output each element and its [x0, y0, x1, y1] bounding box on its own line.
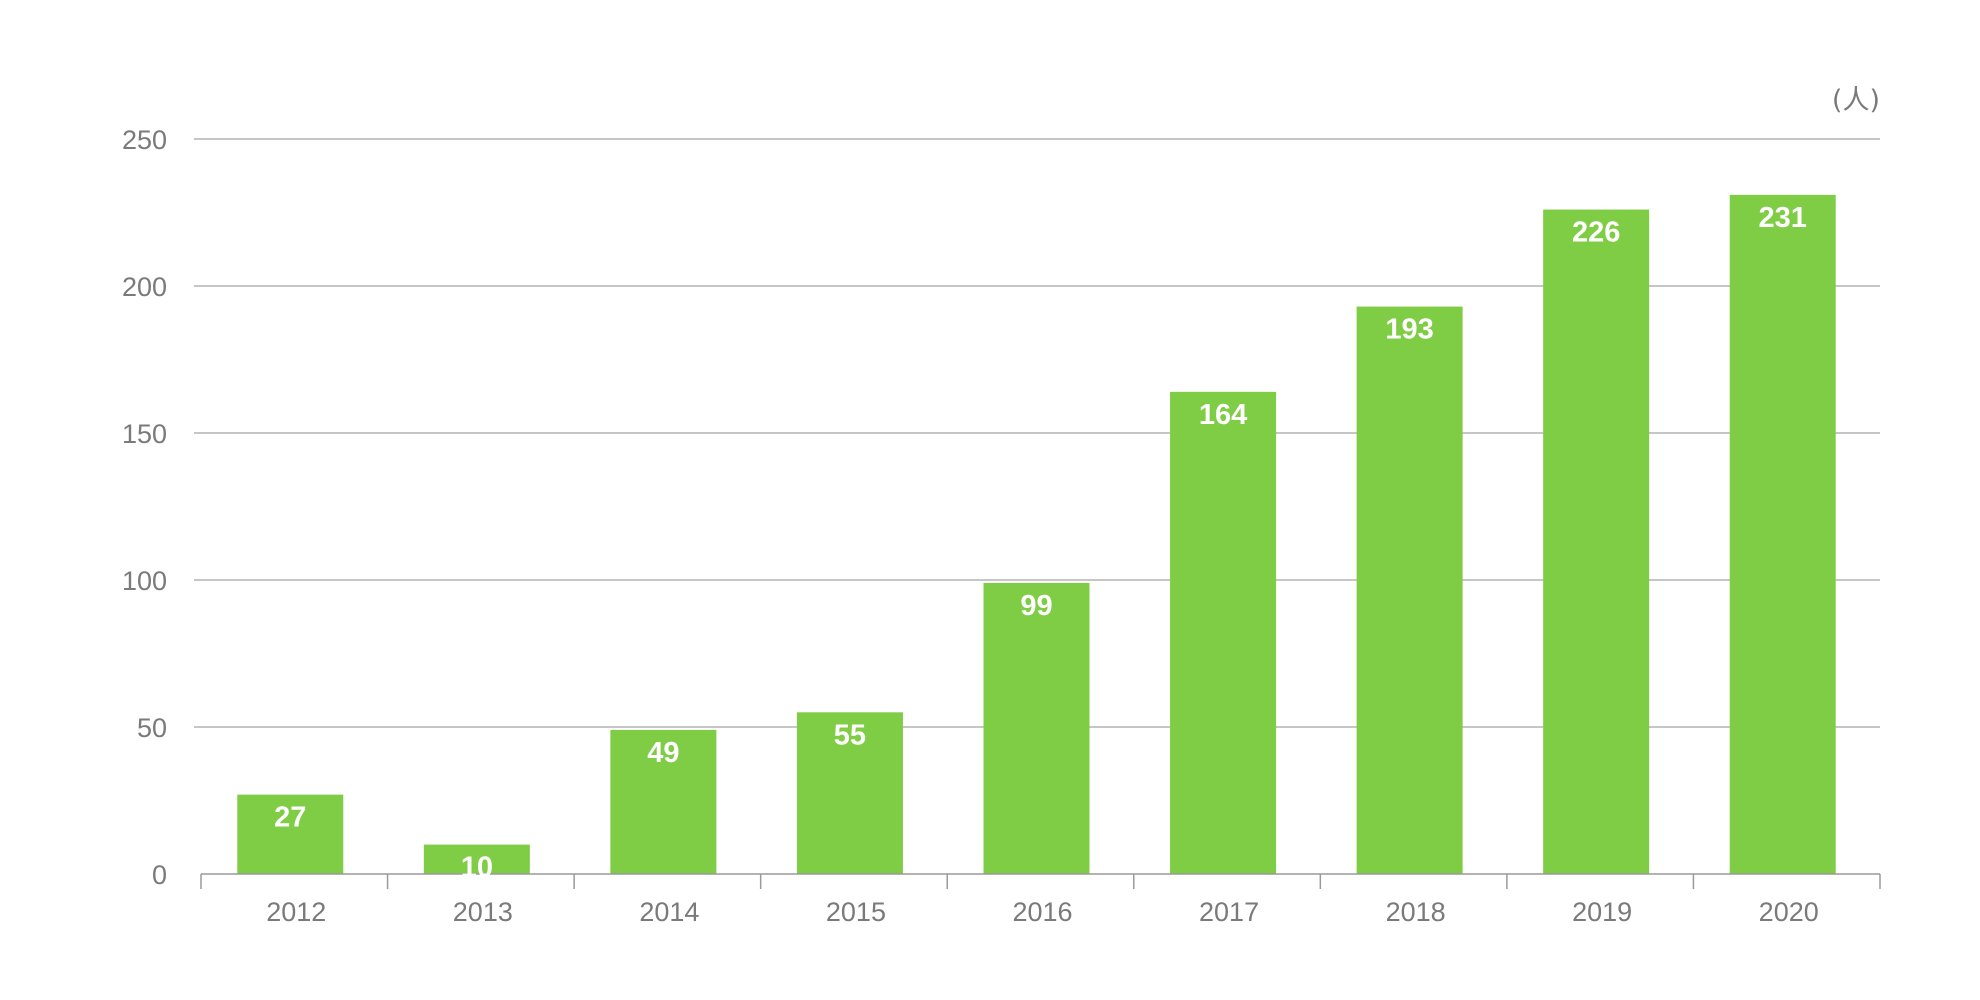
bar-2013: [423, 844, 530, 874]
bar-2019: [1543, 209, 1650, 874]
y-tick-label: 250: [122, 125, 167, 155]
x-tick-label: 2018: [1386, 897, 1446, 927]
x-tick-label: 2019: [1572, 897, 1632, 927]
y-tick-label: 100: [122, 566, 167, 596]
bar-2020: [1729, 194, 1836, 875]
data-label-2016: 99: [1020, 590, 1052, 622]
x-axis: [200, 873, 1881, 889]
x-tick-label: 2020: [1759, 897, 1819, 927]
x-tick-label: 2017: [1199, 897, 1259, 927]
x-axis-tick-labels: 2012 2013 2014 2015 2016 2017 2018 2019 2020: [266, 897, 1819, 927]
bar-2014: [610, 729, 717, 874]
data-label-2014: 49: [647, 737, 679, 769]
bar-2018: [1356, 306, 1463, 875]
x-tick-label: 2013: [453, 897, 513, 927]
bar-2012: [237, 794, 344, 874]
y-tick-label: 50: [137, 713, 167, 743]
x-tick-label: 2014: [639, 897, 699, 927]
data-label-2020: 231: [1759, 202, 1807, 234]
data-label-2012: 27: [274, 802, 306, 834]
data-label-2017: 164: [1199, 399, 1247, 431]
unit-label: (人): [1832, 85, 1880, 116]
data-label-2015: 55: [834, 719, 866, 751]
data-label-2019: 226: [1572, 217, 1620, 249]
y-tick-label: 0: [152, 860, 167, 890]
bar-2016: [983, 582, 1090, 874]
x-tick-label: 2015: [826, 897, 886, 927]
x-tick-label: 2016: [1012, 897, 1072, 927]
y-tick-label: 150: [122, 419, 167, 449]
y-axis-tick-labels: 0 50 100 150 200 250: [122, 125, 167, 890]
bar-2015: [796, 712, 903, 874]
bars: [237, 194, 1836, 875]
data-labels: 27 10 49 55 99 164 193 226 231: [274, 202, 1807, 884]
bar-2017: [1170, 391, 1277, 874]
x-tick-label: 2012: [266, 897, 326, 927]
y-tick-label: 200: [122, 272, 167, 302]
data-label-2018: 193: [1385, 314, 1433, 346]
data-label-2013: 10: [461, 852, 493, 884]
